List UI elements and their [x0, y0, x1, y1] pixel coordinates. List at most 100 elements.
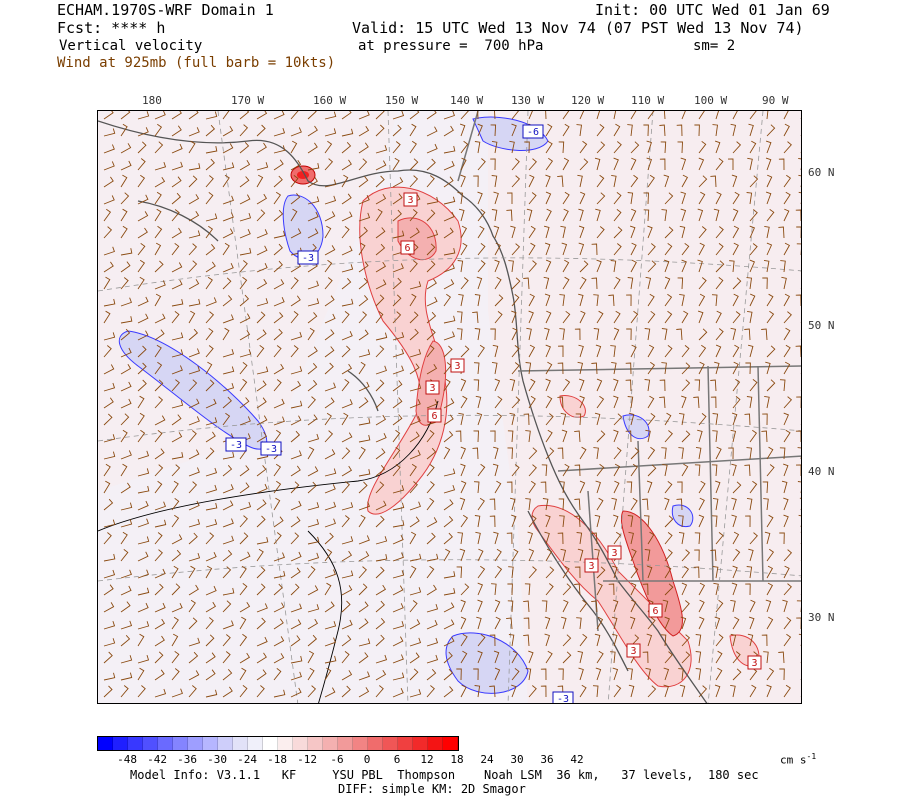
wind-barb [392, 636, 404, 647]
wind-barb [489, 498, 496, 511]
wind-barb [491, 583, 497, 596]
wind-barb [154, 583, 164, 596]
wind-barb [660, 141, 667, 154]
wind-barb [358, 501, 370, 511]
wind-barb [477, 497, 485, 511]
wind-barb [375, 566, 385, 579]
lat-label: 40 N [808, 465, 835, 478]
wind-barb [426, 111, 437, 120]
wind-barb [120, 655, 133, 664]
wind-barb [661, 447, 667, 460]
zero-contour [98, 400, 439, 703]
wind-barb [273, 175, 283, 188]
wind-barb [426, 363, 438, 375]
wind-barb [715, 480, 721, 494]
wind-barb [137, 450, 150, 460]
wind-barb [409, 501, 421, 511]
wind-barb [694, 379, 701, 392]
wind-barb [171, 262, 183, 273]
wind-barb [290, 481, 300, 494]
wind-barb [188, 552, 201, 562]
wind-barb [341, 278, 352, 290]
wind-barb [290, 583, 300, 596]
colorbar-label: -36 [177, 753, 197, 766]
wind-barb [591, 243, 598, 256]
wind-barb [661, 362, 667, 375]
wind-barb [324, 501, 337, 511]
wind-barb [222, 566, 232, 579]
wind-barb [409, 668, 419, 681]
wind-barb [239, 276, 248, 290]
wind-barb [766, 174, 773, 188]
wind-barb [647, 293, 655, 307]
wind-barb [205, 398, 217, 409]
wind-barb [205, 192, 214, 205]
wind-barb [545, 123, 553, 137]
wind-barb [511, 668, 520, 681]
wind-barb [528, 260, 537, 273]
wind-barb [409, 293, 417, 307]
wind-barb [630, 599, 637, 613]
wind-barb [732, 481, 742, 494]
wind-barb [188, 127, 200, 137]
wind-barb [307, 196, 320, 205]
contour-label: 3 [454, 361, 460, 372]
wind-barb [612, 599, 619, 613]
wind-barb [392, 464, 401, 477]
wind-barb [732, 548, 741, 562]
wind-barb [680, 157, 687, 171]
wind-barb [154, 379, 164, 392]
wind-barb [256, 465, 267, 477]
wind-barb [324, 449, 336, 460]
wind-barb [745, 583, 751, 596]
wind-barb [409, 348, 422, 358]
wind-barb [630, 157, 637, 171]
wind-barb [662, 463, 668, 477]
wind-barb [783, 396, 793, 409]
map-panel[interactable]: -6 3 6 -3 3 3 6 -3 -3 3 3 6 3 3 -3 [97, 110, 802, 704]
wind-barb [120, 502, 133, 511]
wind-barb [544, 616, 551, 630]
wind-barb [795, 294, 801, 307]
wind-barb [473, 430, 479, 443]
wind-barb [783, 191, 791, 205]
wind-barb [460, 378, 467, 392]
wind-barb [800, 339, 801, 340]
colorbar-cell [368, 737, 383, 750]
wind-barb [307, 211, 319, 222]
wind-barb [154, 191, 162, 205]
wind-barb [137, 174, 146, 188]
wind-barb [558, 498, 565, 511]
wind-barb [562, 565, 570, 579]
wind-barb [392, 263, 404, 273]
wind-barb [239, 565, 247, 579]
wind-barb [205, 484, 218, 494]
wind-barb [800, 662, 801, 663]
wind-barb [239, 397, 250, 409]
wind-barb [409, 281, 422, 290]
wind-barb [476, 616, 482, 630]
wind-barb [681, 259, 687, 273]
wind-barb [460, 395, 468, 409]
wind-barb [526, 208, 533, 222]
wind-barb [426, 229, 439, 239]
wind-barb [560, 412, 567, 426]
wind-barb [171, 514, 180, 528]
wind-barb [778, 651, 785, 664]
wind-barb [545, 208, 552, 222]
wind-barb [290, 228, 302, 239]
wind-barb [525, 668, 532, 681]
wind-barb [761, 430, 768, 443]
colorbar-cell [233, 737, 248, 750]
wind-barb [426, 126, 438, 137]
wind-barb [766, 464, 775, 477]
colorbar-cell [128, 737, 143, 750]
wind-barb [137, 141, 147, 154]
wind-barb [341, 226, 350, 239]
wind-barb [460, 684, 467, 698]
wind-barb [426, 532, 436, 545]
wind-barb [256, 298, 269, 307]
wind-barb [744, 328, 751, 341]
wind-barb [592, 685, 599, 698]
wind-barb [761, 634, 768, 647]
